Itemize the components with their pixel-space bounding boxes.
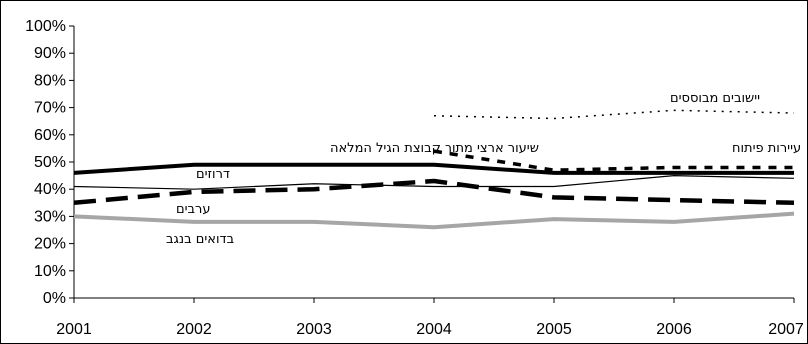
- x-tick-label: 2002: [176, 321, 212, 338]
- series-line: [433, 149, 794, 172]
- series-line: [433, 109, 795, 120]
- series-label: בדואים בנגב: [166, 232, 234, 247]
- y-tick-label: 50%: [34, 154, 66, 171]
- series-line: [73, 178, 795, 206]
- x-tick-label: 2006: [656, 321, 692, 338]
- series-label: דרוזים: [196, 167, 230, 182]
- x-tick-label: 2005: [536, 321, 572, 338]
- x-tick-label: 2004: [416, 321, 452, 338]
- y-tick-label: 30%: [34, 208, 66, 225]
- y-tick-label: 70%: [34, 100, 66, 117]
- y-tick-label: 60%: [34, 127, 66, 144]
- y-tick-label: 90%: [34, 45, 66, 62]
- series-label: שיעור ארצי מתוך קבוצת הגיל המלאה: [330, 141, 539, 156]
- y-tick-label: 10%: [34, 263, 66, 280]
- x-tick-label: 2001: [56, 321, 92, 338]
- series-line: [73, 175, 795, 190]
- series-label: ערבים: [176, 202, 211, 217]
- series-lines: [73, 109, 795, 230]
- y-tick-label: 40%: [34, 181, 66, 198]
- series-label: יישובים מבוססים: [670, 91, 760, 106]
- series-label: עיירות פיתוח: [732, 141, 801, 156]
- series-line: [73, 162, 794, 175]
- x-tick-label: 2007: [768, 321, 804, 338]
- y-tick-label: 100%: [25, 18, 66, 35]
- series-labels: שיעור ארצי מתוך קבוצת הגיל המלאה יישובים …: [166, 91, 801, 247]
- y-tick-label: 80%: [34, 72, 66, 89]
- y-tick-label: 0%: [43, 290, 66, 307]
- y-tick-label: 20%: [34, 236, 66, 253]
- series-line: [73, 211, 795, 230]
- x-tick-label: 2003: [296, 321, 332, 338]
